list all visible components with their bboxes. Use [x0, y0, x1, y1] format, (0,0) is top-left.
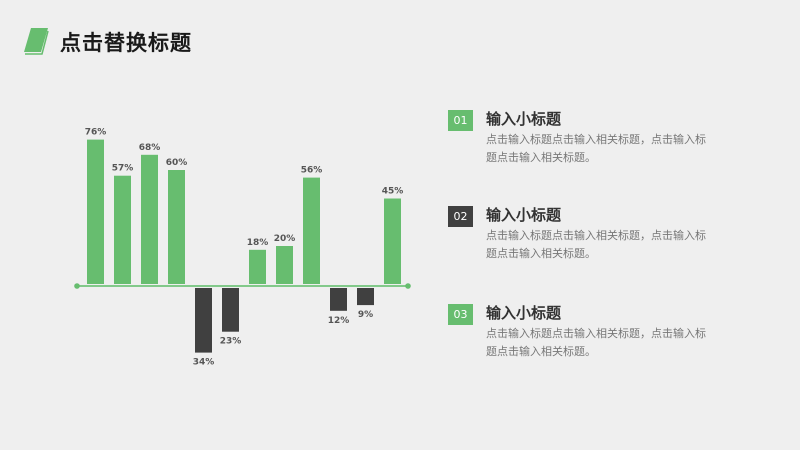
item-description: 点击输入标题点击输入相关标题，点击输入标题点击输入相关标题。: [486, 327, 706, 358]
data-label: 45%: [382, 187, 404, 197]
bar: [222, 288, 239, 332]
data-label: 68%: [139, 143, 161, 153]
bar: [168, 170, 185, 284]
bar: [249, 249, 266, 284]
bar: [384, 198, 401, 284]
data-label: 23%: [220, 337, 242, 347]
bar: [195, 288, 212, 353]
item-number-badge: 01: [448, 110, 473, 131]
bar-chart: 76% 57% 68% 60% 34% 23% 18% 20% 56% 12% 9% 45%: [74, 128, 411, 368]
data-label: 20%: [274, 234, 296, 244]
data-label: 56%: [301, 166, 323, 176]
data-label: 34%: [193, 358, 215, 368]
data-label: 57%: [112, 164, 134, 174]
axis-end-dot: [405, 283, 411, 289]
bar: [303, 177, 320, 284]
bar: [87, 139, 104, 284]
data-label: 76%: [85, 128, 107, 138]
item-number-badge: 02: [448, 206, 473, 227]
bar: [114, 175, 131, 284]
axis-start-dot: [74, 283, 80, 289]
bar: [141, 154, 158, 284]
item-title: 输入小标题: [486, 110, 562, 128]
item-description: 点击输入标题点击输入相关标题，点击输入标题点击输入相关标题。: [486, 229, 706, 260]
item-description: 点击输入标题点击输入相关标题，点击输入标题点击输入相关标题。: [486, 133, 706, 164]
book-icon: [24, 28, 49, 55]
data-label: 60%: [166, 158, 188, 168]
bar: [276, 246, 293, 284]
item-title: 输入小标题: [486, 304, 562, 322]
data-label: 18%: [247, 238, 269, 248]
item-title: 输入小标题: [486, 206, 562, 224]
data-label: 9%: [358, 310, 373, 320]
data-label: 12%: [328, 316, 350, 326]
item-number-badge: 03: [448, 304, 473, 325]
bar: [357, 288, 374, 306]
page-title: 点击替换标题: [60, 31, 192, 55]
bar: [330, 288, 347, 311]
